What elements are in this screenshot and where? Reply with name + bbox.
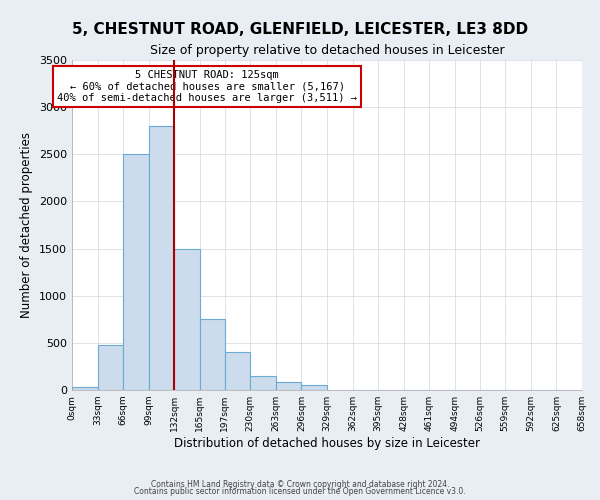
Bar [123, 154, 149, 390]
Y-axis label: Number of detached properties: Number of detached properties [20, 132, 34, 318]
Text: Contains public sector information licensed under the Open Government Licence v3: Contains public sector information licen… [134, 488, 466, 496]
Bar [224, 352, 250, 390]
Bar [200, 320, 224, 390]
Bar [175, 248, 200, 390]
X-axis label: Distribution of detached houses by size in Leicester: Distribution of detached houses by size … [174, 437, 480, 450]
Bar [250, 376, 276, 390]
Bar [276, 382, 301, 390]
Text: 5 CHESTNUT ROAD: 125sqm
← 60% of detached houses are smaller (5,167)
40% of semi: 5 CHESTNUT ROAD: 125sqm ← 60% of detache… [57, 70, 357, 103]
Bar [72, 387, 98, 390]
Bar [98, 344, 123, 390]
Text: 5, CHESTNUT ROAD, GLENFIELD, LEICESTER, LE3 8DD: 5, CHESTNUT ROAD, GLENFIELD, LEICESTER, … [72, 22, 528, 38]
Text: Contains HM Land Registry data © Crown copyright and database right 2024.: Contains HM Land Registry data © Crown c… [151, 480, 449, 489]
Bar [149, 126, 175, 390]
Title: Size of property relative to detached houses in Leicester: Size of property relative to detached ho… [149, 44, 505, 58]
Bar [301, 385, 327, 390]
